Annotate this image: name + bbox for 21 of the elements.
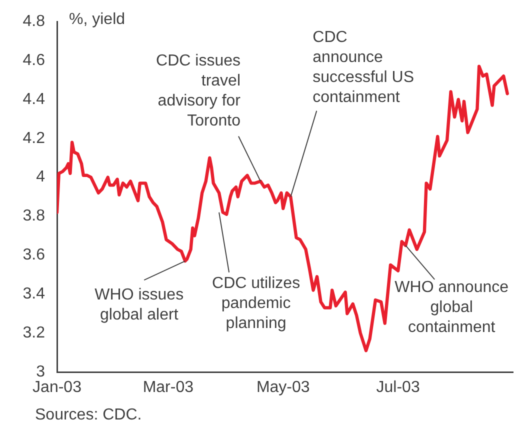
- x-tick-label: May-03: [256, 379, 310, 396]
- y-tick-label: 4.6: [22, 52, 46, 69]
- annotation: WHO issues global alert: [94, 286, 184, 324]
- y-tick-label: 4.2: [22, 130, 46, 147]
- x-tick-label: Mar-03: [142, 379, 194, 396]
- y-tick-label: 3.4: [22, 286, 46, 303]
- source-note: Sources: CDC.: [35, 406, 142, 424]
- y-tick-label: 3.6: [22, 246, 46, 264]
- y-tick-label: 4: [36, 168, 46, 186]
- y-tick-label: 4.4: [22, 90, 46, 108]
- x-tick-label: Jan-03: [32, 379, 82, 396]
- annotation: WHO announce global containment: [394, 278, 509, 336]
- x-tick-label: Jul-03: [376, 379, 420, 396]
- annotation: CDC utilizes pandemic planning: [212, 274, 300, 332]
- y-axis-title: %, yield: [69, 11, 126, 28]
- y-tick-label: 3.8: [22, 208, 46, 225]
- y-tick-label: 4.8: [22, 13, 46, 30]
- annotation: CDC issues travel advisory for Toronto: [156, 52, 242, 130]
- y-tick-label: 3: [36, 363, 46, 380]
- y-tick-label: 3.2: [22, 324, 46, 342]
- annotation: CDC announce successful US containment: [312, 29, 414, 106]
